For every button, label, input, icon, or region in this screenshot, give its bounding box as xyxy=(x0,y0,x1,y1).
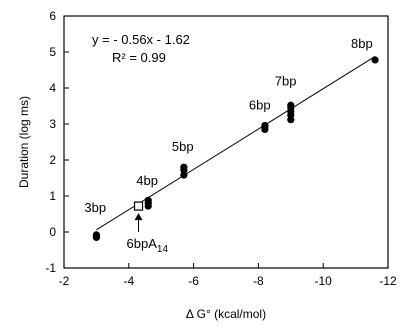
point-annotation: 4bp xyxy=(136,173,158,188)
point-annotation: 5bp xyxy=(172,139,194,154)
point-annotation: 8bp xyxy=(351,36,373,51)
data-point xyxy=(144,196,152,204)
x-tick-label: -12 xyxy=(379,274,397,288)
regression-line xyxy=(96,56,376,231)
y-tick-label: -1 xyxy=(45,261,56,275)
data-point xyxy=(287,101,295,109)
y-tick-label: 0 xyxy=(49,225,56,239)
y-tick-label: 2 xyxy=(49,153,56,167)
data-point xyxy=(261,121,269,130)
plot-frame xyxy=(63,15,389,269)
x-tick-label: -2 xyxy=(59,274,70,288)
arrow-label: 6bpA14 xyxy=(127,236,169,255)
data-point xyxy=(371,56,379,64)
y-axis-label: Duration (log ms) xyxy=(17,96,31,188)
y-tick-label: 5 xyxy=(49,45,56,59)
point-annotation: 3bp xyxy=(84,200,106,215)
y-tick-label: 4 xyxy=(49,81,56,95)
x-tick-label: -4 xyxy=(123,274,134,288)
x-tick-label: -10 xyxy=(315,274,333,288)
x-axis-label: Δ G° (kcal/mol) xyxy=(186,307,266,321)
fit-r-squared: R² = 0.99 xyxy=(112,50,166,65)
y-tick-label: 3 xyxy=(49,117,56,131)
arrow-label-base: 6bpA xyxy=(127,236,158,251)
fit-equation: y = - 0.56x - 1.62 xyxy=(92,32,190,47)
open-square-point xyxy=(133,201,144,211)
point-annotation: 7bp xyxy=(275,74,297,89)
arrow-head xyxy=(134,213,143,221)
data-point xyxy=(92,232,100,240)
arrow-label-subscript: 14 xyxy=(157,244,169,255)
x-tick-label: -6 xyxy=(188,274,199,288)
x-tick-label: -8 xyxy=(253,274,264,288)
y-tick-label: 1 xyxy=(49,189,56,203)
point-annotation: 6bp xyxy=(249,98,271,113)
y-tick-label: 6 xyxy=(49,9,56,23)
data-point xyxy=(180,163,188,171)
data-point xyxy=(180,171,188,179)
